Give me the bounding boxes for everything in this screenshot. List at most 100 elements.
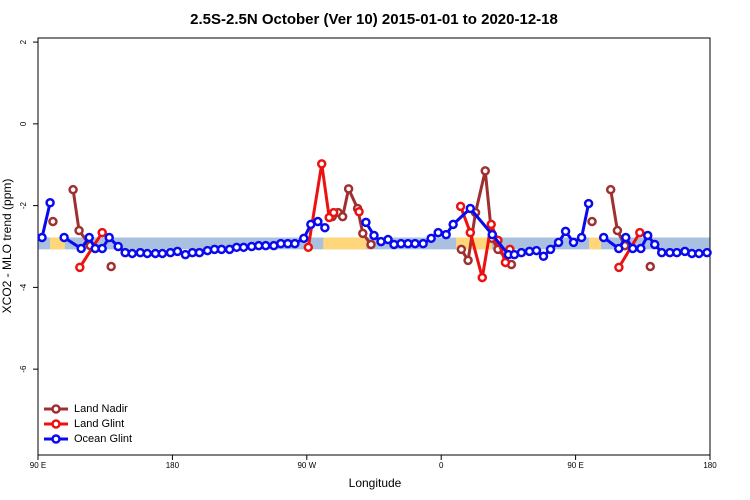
point: [426, 233, 436, 244]
x-tick-label: 0: [439, 461, 444, 470]
point: [614, 262, 624, 273]
point: [59, 232, 69, 243]
point: [500, 257, 511, 268]
point: [337, 211, 348, 222]
point: [383, 234, 393, 245]
y-axis-title: XCO2 - MLO trend (ppm): [0, 179, 14, 314]
point: [531, 245, 542, 256]
point: [316, 159, 327, 169]
legend-label: Land Glint: [74, 418, 124, 430]
x-tick-label: 90 E: [567, 461, 583, 470]
point: [313, 216, 323, 227]
point: [702, 247, 712, 258]
point: [194, 247, 205, 258]
point: [598, 232, 609, 243]
point: [545, 244, 556, 255]
point: [587, 216, 597, 227]
y-tick-label: -4: [19, 283, 28, 291]
point: [621, 232, 631, 243]
point: [538, 251, 549, 262]
point: [463, 255, 473, 266]
y-tick-label: 0: [19, 121, 28, 126]
point: [369, 230, 379, 241]
point: [645, 261, 656, 272]
point: [328, 207, 339, 218]
point: [366, 239, 376, 250]
point: [127, 248, 137, 259]
point: [516, 247, 527, 258]
point: [456, 244, 467, 255]
legend-marker: [51, 404, 61, 414]
point: [410, 238, 420, 249]
point: [157, 248, 168, 259]
point: [649, 239, 660, 250]
point: [299, 233, 309, 244]
point: [441, 229, 451, 240]
x-tick-label: 180: [166, 461, 180, 470]
band-highlight: [323, 237, 367, 250]
point: [576, 232, 587, 243]
x-axis-title: Longitude: [349, 476, 402, 490]
point: [106, 261, 116, 272]
point: [84, 232, 94, 243]
legend-marker: [51, 434, 61, 444]
point: [418, 238, 428, 249]
point: [97, 243, 107, 254]
point: [172, 246, 183, 257]
point: [343, 184, 354, 194]
point: [68, 184, 78, 195]
point: [290, 238, 300, 249]
point: [97, 227, 107, 238]
point: [361, 217, 371, 228]
point: [238, 242, 249, 253]
point: [216, 244, 227, 255]
point: [672, 247, 682, 258]
point: [694, 248, 704, 259]
y-tick-label: 2: [19, 39, 28, 44]
chart-title: 2.5S-2.5N October (Ver 10) 2015-01-01 to…: [190, 11, 558, 28]
legend-label: Land Nadir: [74, 403, 128, 415]
point: [320, 222, 330, 233]
point: [657, 247, 667, 258]
point: [568, 237, 579, 248]
point: [45, 198, 55, 208]
y-tick-label: -6: [19, 365, 28, 373]
point: [465, 203, 476, 214]
legend-label: Ocean Glint: [74, 433, 132, 445]
point: [358, 228, 368, 239]
point: [354, 207, 364, 217]
point: [37, 232, 47, 243]
y-tick-label: -2: [19, 202, 28, 210]
point: [465, 227, 476, 238]
band-highlight: [49, 237, 65, 250]
point: [635, 227, 645, 238]
point: [477, 272, 488, 283]
point: [605, 184, 616, 195]
x-tick-label: 180: [703, 461, 717, 470]
point: [448, 219, 458, 230]
point: [142, 248, 153, 259]
band-highlight: [589, 237, 601, 250]
point: [642, 230, 653, 241]
point: [636, 243, 646, 254]
point: [104, 232, 114, 243]
point: [260, 240, 271, 251]
point: [433, 227, 443, 238]
x-tick-label: 90 E: [30, 461, 46, 470]
point: [612, 225, 623, 236]
point: [74, 225, 84, 236]
point: [628, 243, 638, 254]
legend-marker: [51, 419, 61, 429]
point: [560, 226, 571, 237]
x-tick-label: 90 W: [297, 461, 316, 470]
point: [75, 262, 85, 273]
point: [480, 166, 491, 176]
plot-frame: [37, 37, 711, 456]
point: [303, 242, 314, 253]
point: [487, 229, 498, 240]
point: [553, 237, 564, 248]
point: [614, 243, 624, 254]
point: [486, 219, 496, 230]
point: [113, 241, 123, 252]
